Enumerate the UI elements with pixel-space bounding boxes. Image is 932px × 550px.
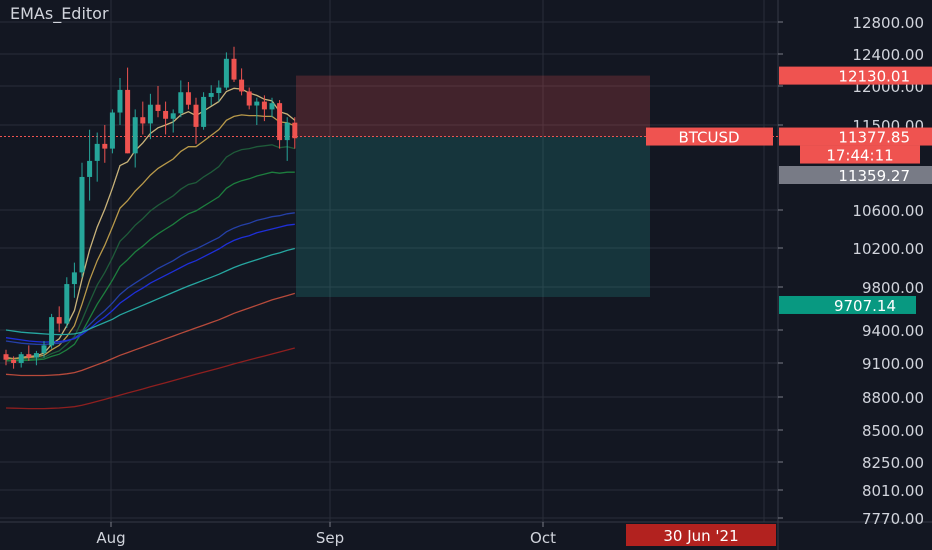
- target-price-badge: [779, 295, 916, 314]
- candle-body: [11, 359, 17, 363]
- candle-body: [147, 104, 153, 124]
- y-tick-label: 12800.00: [852, 14, 924, 32]
- candle-body: [125, 89, 131, 154]
- candle-body: [284, 122, 290, 141]
- candle-body: [132, 117, 138, 154]
- y-tick-label: 8500.00: [862, 422, 924, 440]
- y-tick-label: 9100.00: [862, 355, 924, 373]
- candle-body: [109, 112, 115, 149]
- candle-body: [231, 58, 237, 80]
- ema-line: [5, 223, 295, 343]
- symbol-badge: [646, 127, 773, 146]
- stop-price-badge: [779, 66, 932, 85]
- y-tick-label: 8800.00: [862, 389, 924, 407]
- candle-body: [117, 89, 123, 113]
- y-tick-label: 8250.00: [862, 454, 924, 472]
- candle-body: [64, 284, 70, 324]
- y-tick-label: 9800.00: [862, 279, 924, 297]
- y-tick-label: 9400.00: [862, 322, 924, 340]
- candle-body: [178, 92, 184, 114]
- ema-price-badge: [779, 166, 932, 184]
- x-tick-label: Aug: [96, 529, 125, 547]
- countdown-badge: [800, 145, 920, 164]
- candle-body: [261, 101, 267, 110]
- candle-body: [155, 104, 161, 111]
- stop-price-label: 12130.01: [838, 68, 910, 86]
- take-profit-zone: [296, 136, 650, 297]
- symbol-label: BTCUSD: [678, 129, 739, 147]
- candle-body: [269, 103, 275, 110]
- candle-body: [216, 87, 222, 94]
- current-price-label: 11377.85: [838, 129, 910, 147]
- candle-body: [163, 110, 169, 119]
- ema-price-label: 11359.27: [838, 167, 910, 185]
- ema-line: [6, 171, 295, 362]
- y-tick-label: 7770.00: [862, 510, 924, 528]
- candle-body: [87, 160, 93, 177]
- stop-loss-zone: [296, 75, 650, 137]
- y-tick-label: 8010.00: [862, 482, 924, 500]
- x-tick-label: Sep: [316, 529, 344, 547]
- candle-body: [56, 317, 62, 324]
- time-axis[interactable]: Aug Sep Oct: [96, 522, 556, 547]
- countdown-label: 17:44:11: [826, 147, 893, 165]
- candle-body: [208, 93, 214, 97]
- candle-body: [26, 354, 32, 358]
- y-tick-label: 12400.00: [852, 46, 924, 64]
- candle-body: [246, 91, 252, 106]
- candle-body: [94, 143, 100, 161]
- indicator-title: EMAs_Editor: [10, 4, 109, 23]
- candle-body: [140, 117, 146, 124]
- ema-line: [5, 347, 295, 410]
- y-tick-label: 10600.00: [852, 202, 924, 220]
- candle-body: [71, 272, 77, 285]
- candle-body: [239, 79, 245, 92]
- candle-body: [201, 96, 207, 127]
- candle-body: [193, 104, 199, 127]
- candle-body: [254, 101, 260, 106]
- ema-line: [6, 144, 295, 361]
- y-tick-label: 10200.00: [852, 240, 924, 258]
- crosshair-date-label: 30 Jun '21: [663, 527, 738, 545]
- candle-body: [170, 113, 176, 119]
- current-price-badge: [779, 127, 932, 146]
- candle-body: [277, 103, 283, 141]
- candle-body: [292, 122, 298, 139]
- price-axis[interactable]: 12800.0012400.0012000.0011500.0010600.00…: [778, 14, 924, 528]
- candle-body: [41, 345, 47, 354]
- candles: [3, 46, 298, 369]
- candle-body: [223, 58, 229, 88]
- ema-line: [5, 292, 295, 377]
- x-tick-label: Oct: [530, 529, 556, 547]
- candle-body: [102, 143, 108, 149]
- position-zones[interactable]: [0, 75, 778, 297]
- candle-body: [185, 92, 191, 105]
- ema-line: [5, 247, 295, 336]
- candle-body: [49, 317, 55, 346]
- candle-body: [18, 354, 24, 363]
- ema-line: [6, 114, 296, 360]
- ema-line: [5, 212, 295, 346]
- target-price-label: 9707.14: [834, 297, 896, 315]
- candle-body: [79, 176, 85, 273]
- crosshair-date-badge: [626, 524, 776, 546]
- candle-body: [33, 353, 39, 358]
- candle-body: [3, 354, 9, 360]
